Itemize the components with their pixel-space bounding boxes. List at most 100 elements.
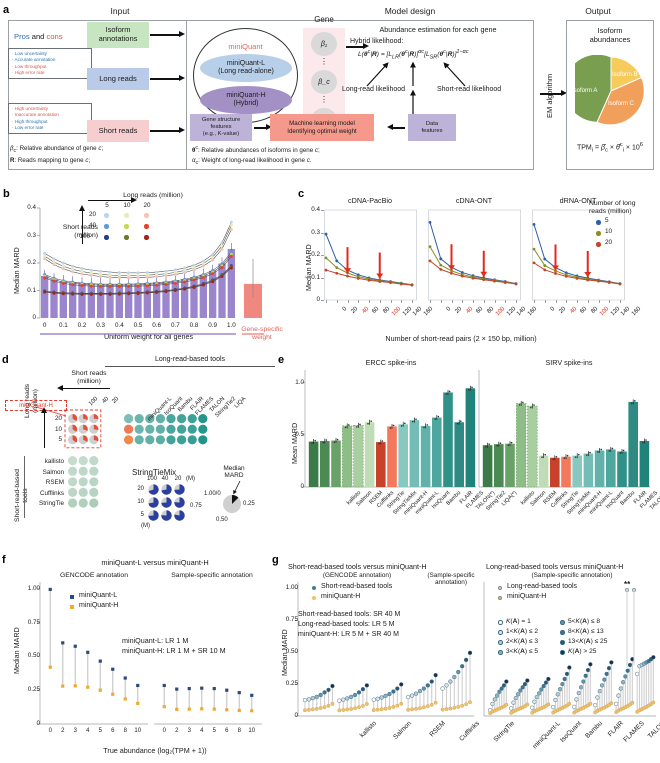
panel-g-kvalue-dot xyxy=(498,650,503,655)
panel-f-xlabel: True abundance (log₂(TPM + 1)) xyxy=(103,746,207,755)
panel-c-ytick: 0.4 xyxy=(311,206,320,213)
panel-f-legend-swatch xyxy=(70,595,74,599)
panel-f-ytick: 0.50 xyxy=(27,652,40,660)
panel-f-legend-swatch xyxy=(70,605,74,609)
panel-b-legend-dot xyxy=(124,224,129,229)
panel-f-letter: f xyxy=(2,554,6,566)
miniquant-title: miniQuant xyxy=(228,42,263,51)
panel-g-kvalue-label: 3<K(A) ≤ 5 xyxy=(506,648,539,655)
panel-d-highlight-label: miniQuant-H xyxy=(5,400,67,411)
arrow-to-output xyxy=(540,90,567,96)
panel-f-xtick: 10 xyxy=(248,728,256,734)
panel-b-xlabel: Uniform weight for all genes xyxy=(103,332,194,341)
arrow-short-reads xyxy=(150,127,185,133)
panel-f-title: miniQuant-L versus miniQuant-H xyxy=(101,558,209,567)
panel-g-kvalue-dot xyxy=(498,630,503,635)
panel-c-subplot-1 xyxy=(428,209,521,301)
panel-b-xtick: 0.3 xyxy=(96,322,106,329)
pc-item: · High uncertainty xyxy=(12,106,49,111)
panel-c-xtickmark xyxy=(609,300,610,303)
panel-c-xtickmark xyxy=(534,300,535,303)
ml-model-box: Machine learning model Identifying optim… xyxy=(270,114,374,141)
panel-d-sr-tools-rule xyxy=(24,456,25,518)
panel-b-ytick: 0.2 xyxy=(27,259,36,266)
panel-f-xtick: 2 xyxy=(175,728,179,734)
panel-c-ytick: 0.2 xyxy=(311,251,320,258)
panel-c-subtitle: cDNA-PacBio xyxy=(348,196,392,205)
gene-label: Gene xyxy=(314,15,334,24)
panel-g-kvalue-label: 5<K(A) ≤ 8 xyxy=(568,618,601,625)
panel-c-xlabel: Number of short-read pairs (2 × 150 bp, … xyxy=(385,334,537,343)
panel-d-stm-col: 40 xyxy=(161,476,169,482)
panel-b-legend-dot xyxy=(124,235,129,240)
panel-b-legend-arrow-right xyxy=(88,196,137,205)
panel-c-xtickmark xyxy=(347,300,349,303)
panel-g-ytick: 0.25 xyxy=(285,680,298,688)
arrow-long-reads xyxy=(150,75,185,81)
panel-c-xtickmark xyxy=(544,300,546,303)
panel-d-lr-group-label: Long-read-based tools xyxy=(154,356,226,363)
long-read-pros-cons: · Low uncertainty · Accurate annotation … xyxy=(8,48,92,80)
panel-b-ytick: 0.1 xyxy=(27,286,36,294)
column-title-model: Model design xyxy=(384,6,436,16)
isoform-pie-chart xyxy=(575,55,645,126)
panel-c-xtickmark xyxy=(379,300,381,303)
panel-c-legend-label: 5 xyxy=(605,217,609,224)
panel-g-kvalue-label: 2<K(A) ≤ 3 xyxy=(506,638,539,645)
column-title-input: Input xyxy=(110,6,130,16)
panel-d-sr-tool: Salmon xyxy=(42,468,64,476)
panel-b-xtick: 0.2 xyxy=(77,322,87,329)
panel-c-legend-dot xyxy=(596,220,601,225)
gene-structure-features-box: Gene structure features (e.g., K-value) xyxy=(190,114,252,141)
panel-e: e Mean MARD ERCC spike-ins SIRV spike-in… xyxy=(276,352,660,548)
panel-d-key-050: 0.50 xyxy=(216,517,228,523)
panel-c-subplot-0 xyxy=(324,209,417,301)
panel-c-ytickmark xyxy=(321,232,324,234)
chip-long-reads: Long reads xyxy=(87,68,149,90)
panel-g-kvalue-label: 13<K(A) ≤ 25 xyxy=(568,638,608,645)
panel-c-subtitle: cDNA-ONT xyxy=(455,196,493,205)
panel-d-sr-tool: StringTie xyxy=(39,500,64,508)
panel-f-xtick: 3 xyxy=(73,728,77,734)
panel-g-kvalue-label: 8<K(A) ≤ 13 xyxy=(568,628,604,635)
panel-a-letter: a xyxy=(3,4,10,16)
panel-c-ytick: 0.1 xyxy=(311,273,320,281)
panel-g-right-sub: (Sample-specific annotation) xyxy=(531,572,613,579)
panel-b-xtick: 0.1 xyxy=(58,322,68,329)
panel-b-xtick: 0.9 xyxy=(208,322,218,329)
tpm-formula: TPMi = β̂c × θ̂ci × 106 xyxy=(576,142,643,154)
panel-b-legend-col: 10 xyxy=(123,202,131,209)
panel-e-ytick: 0 xyxy=(300,483,304,490)
column-title-output: Output xyxy=(585,6,611,16)
panel-b-plot xyxy=(37,207,264,335)
panel-f-xtick: 4 xyxy=(200,728,204,734)
panel-c-legend-dot xyxy=(596,231,601,236)
panel-f-ytick: 1.00 xyxy=(27,584,40,592)
panel-d-key-title: Median MARD xyxy=(223,465,245,480)
panel-d-stm-col-unit: (M) xyxy=(186,476,195,482)
panel-g-kvalue-dot xyxy=(560,630,565,635)
miniquant-l-ellipse: miniQuant-L (Long read-alone) xyxy=(200,54,292,82)
panel-c-xtickmark xyxy=(430,300,431,303)
pc-item: · Low error rate xyxy=(12,124,44,130)
data-features-box: Data features xyxy=(408,114,456,141)
panel-b-ytick: 0 xyxy=(32,314,36,321)
panel-b-xtick: 0 xyxy=(42,322,47,329)
panel-c-xtickmark xyxy=(412,300,413,303)
panel-f: f miniQuant-L versus miniQuant-H GENCODE… xyxy=(0,548,290,763)
panel-c-ytickmark xyxy=(321,277,324,279)
panel-c-xtickmark xyxy=(401,300,402,303)
panel-g-kvalue-label: 1<K(A) ≤ 2 xyxy=(506,628,539,635)
panel-b-xtick: 0.8 xyxy=(189,322,199,329)
panel-g-right-legend-label: Long-read-based tools xyxy=(507,583,578,590)
note-theta-c: θc: Relative abundances of isoforms in g… xyxy=(192,145,320,155)
panel-d-dotplot xyxy=(35,406,241,521)
panel-g-annotation: Short-read-based tools: SR 40 M Long-rea… xyxy=(298,611,401,638)
panel-d-sr-arrow xyxy=(62,388,110,390)
panel-c-ytickmark xyxy=(321,300,324,301)
panel-b-letter: b xyxy=(3,188,10,200)
short-read-likelihood-label: Short-read likelihood xyxy=(437,86,502,93)
panel-c-xtickmark xyxy=(577,300,578,303)
panel-g-star: ** xyxy=(624,580,631,589)
pc-item: · Low throughput xyxy=(12,63,47,69)
